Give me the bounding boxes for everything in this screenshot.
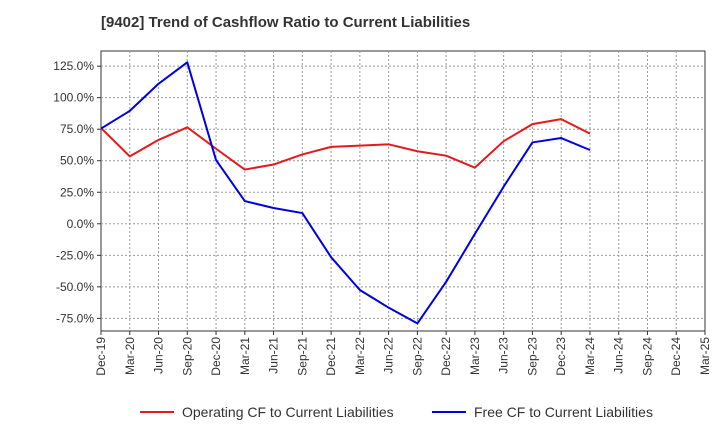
legend-swatch-free-cf xyxy=(432,411,466,413)
x-tick-label: Dec-20 xyxy=(209,337,223,376)
y-tick-label: -50.0% xyxy=(56,280,94,294)
x-tick-label: Mar-22 xyxy=(353,337,367,375)
x-tick-label: Mar-21 xyxy=(238,337,252,375)
x-tick-label: Jun-21 xyxy=(267,337,281,374)
x-tick-label: Sep-22 xyxy=(410,337,424,376)
legend-item-free-cf: Free CF to Current Liabilities xyxy=(432,404,653,420)
x-tick-label: Mar-23 xyxy=(468,337,482,375)
x-tick-label: Dec-24 xyxy=(669,337,683,376)
x-tick-label: Jun-22 xyxy=(382,337,396,374)
y-tick-label: 50.0% xyxy=(60,154,94,168)
x-tick-label: Sep-23 xyxy=(525,337,539,376)
x-tick-label: Sep-21 xyxy=(295,337,309,376)
legend-label-operating-cf: Operating CF to Current Liabilities xyxy=(182,404,394,420)
series-line-free-cf xyxy=(100,61,591,325)
legend-label-free-cf: Free CF to Current Liabilities xyxy=(474,404,653,420)
x-tick-label: Dec-22 xyxy=(439,337,453,376)
x-axis-ticks: Dec-19 Mar-20 Jun-20 Sep-20 Dec-20 Mar-21 Jun-… xyxy=(94,331,712,376)
y-tick-label: 0.0% xyxy=(67,217,95,231)
x-tick-label: Jun-20 xyxy=(152,337,166,374)
x-tick-label: Dec-23 xyxy=(554,337,568,376)
grid-lines xyxy=(101,51,705,331)
x-tick-label: Jun-24 xyxy=(612,337,626,374)
y-tick-label: 25.0% xyxy=(60,185,94,199)
series-lines xyxy=(100,61,591,325)
y-tick-label: 125.0% xyxy=(53,59,94,73)
y-axis-ticks: -75.0% -50.0% -25.0% 0.0% 25.0% 50.0% 75.0% 100… xyxy=(53,59,101,325)
legend-swatch-operating-cf xyxy=(140,411,174,413)
chart-title: [9402] Trend of Cashflow Ratio to Curren… xyxy=(101,14,471,31)
y-tick-label: 100.0% xyxy=(53,91,94,105)
series-line-operating-cf xyxy=(100,118,591,171)
y-tick-label: 75.0% xyxy=(60,122,94,136)
x-tick-label: Sep-24 xyxy=(640,337,654,376)
x-tick-label: Jun-23 xyxy=(497,337,511,374)
x-tick-label: Mar-20 xyxy=(123,337,137,375)
x-tick-label: Dec-21 xyxy=(324,337,338,376)
legend-item-operating-cf: Operating CF to Current Liabilities xyxy=(140,404,394,420)
x-tick-label: Sep-20 xyxy=(180,337,194,376)
x-tick-label: Mar-25 xyxy=(698,337,712,375)
y-tick-label: -25.0% xyxy=(56,248,94,262)
plot-area xyxy=(100,50,706,332)
x-tick-label: Mar-24 xyxy=(583,337,597,375)
legend: Operating CF to Current Liabilities Free… xyxy=(0,404,720,426)
y-tick-label: -75.0% xyxy=(56,311,94,325)
x-tick-label: Dec-19 xyxy=(94,337,108,376)
